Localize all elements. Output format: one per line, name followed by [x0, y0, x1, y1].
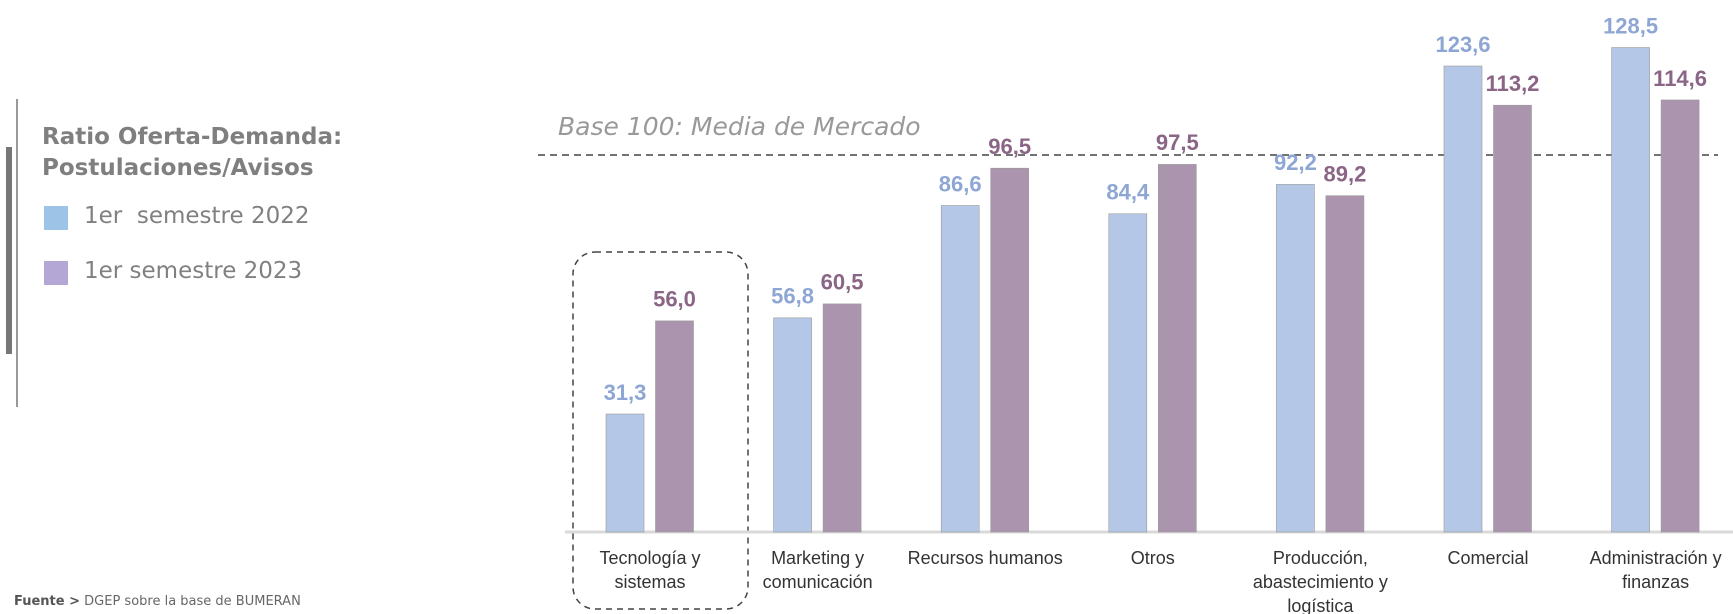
data-label: 60,5	[821, 270, 864, 295]
data-label: 89,2	[1323, 162, 1366, 187]
bar	[605, 413, 645, 533]
bar	[1493, 104, 1532, 533]
bar	[1660, 99, 1700, 533]
bar	[1443, 65, 1483, 533]
x-tick-label: Marketing y comunicación	[762, 548, 873, 592]
data-label: 128,5	[1603, 13, 1658, 38]
highlight-box	[572, 251, 749, 610]
x-tick-label: Comercial	[1447, 548, 1529, 568]
x-tick-label: Administración y finanzas	[1589, 548, 1722, 592]
data-label: 56,8	[771, 284, 814, 309]
bar	[1325, 195, 1365, 533]
data-label: 31,3	[604, 380, 647, 405]
x-tick-label: Recursos humanos	[907, 548, 1063, 568]
x-tick-label: Otros	[1130, 548, 1175, 568]
data-label: 56,0	[653, 287, 696, 312]
source-text: DGEP sobre la base de BUMERAN	[84, 594, 301, 609]
legend-title: Ratio Oferta-Demanda: Postulaciones/Avis…	[42, 124, 343, 181]
bar	[1276, 184, 1315, 533]
legend-swatch	[44, 261, 68, 285]
data-label: 114,6	[1653, 66, 1707, 91]
bar	[822, 303, 862, 533]
data-label: 123,6	[1435, 32, 1490, 57]
bar	[990, 167, 1030, 533]
source-label: Fuente >	[14, 594, 81, 609]
legend-swatch	[44, 206, 68, 230]
bar	[773, 317, 812, 533]
source: Fuente > DGEP sobre la base de BUMERAN	[14, 594, 301, 609]
data-label: 96,5	[988, 134, 1031, 159]
data-label: 92,2	[1274, 150, 1317, 175]
legend-label: 1er semestre 2022	[84, 203, 310, 229]
bar	[1108, 213, 1148, 533]
legend-label: 1er semestre 2023	[84, 258, 303, 284]
bar	[1158, 164, 1197, 533]
data-label: 84,4	[1106, 180, 1150, 205]
x-tick-label: Tecnología y sistemas	[599, 548, 701, 592]
annotation: Base 100: Media de Mercado	[558, 112, 921, 141]
data-label: 97,5	[1156, 130, 1199, 155]
data-label: 86,6	[939, 171, 982, 196]
data-label: 113,2	[1486, 71, 1540, 96]
x-tick-label: Producción, abastecimiento y logística	[1252, 548, 1388, 614]
bar	[940, 205, 980, 533]
bar	[655, 320, 694, 533]
bar	[1611, 47, 1650, 533]
